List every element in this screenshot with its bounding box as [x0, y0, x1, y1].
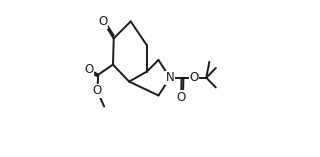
Text: O: O	[84, 63, 93, 76]
Text: O: O	[98, 15, 108, 28]
Text: O: O	[92, 84, 102, 97]
Text: N: N	[166, 71, 174, 84]
Text: O: O	[189, 71, 198, 84]
Text: O: O	[177, 91, 186, 104]
